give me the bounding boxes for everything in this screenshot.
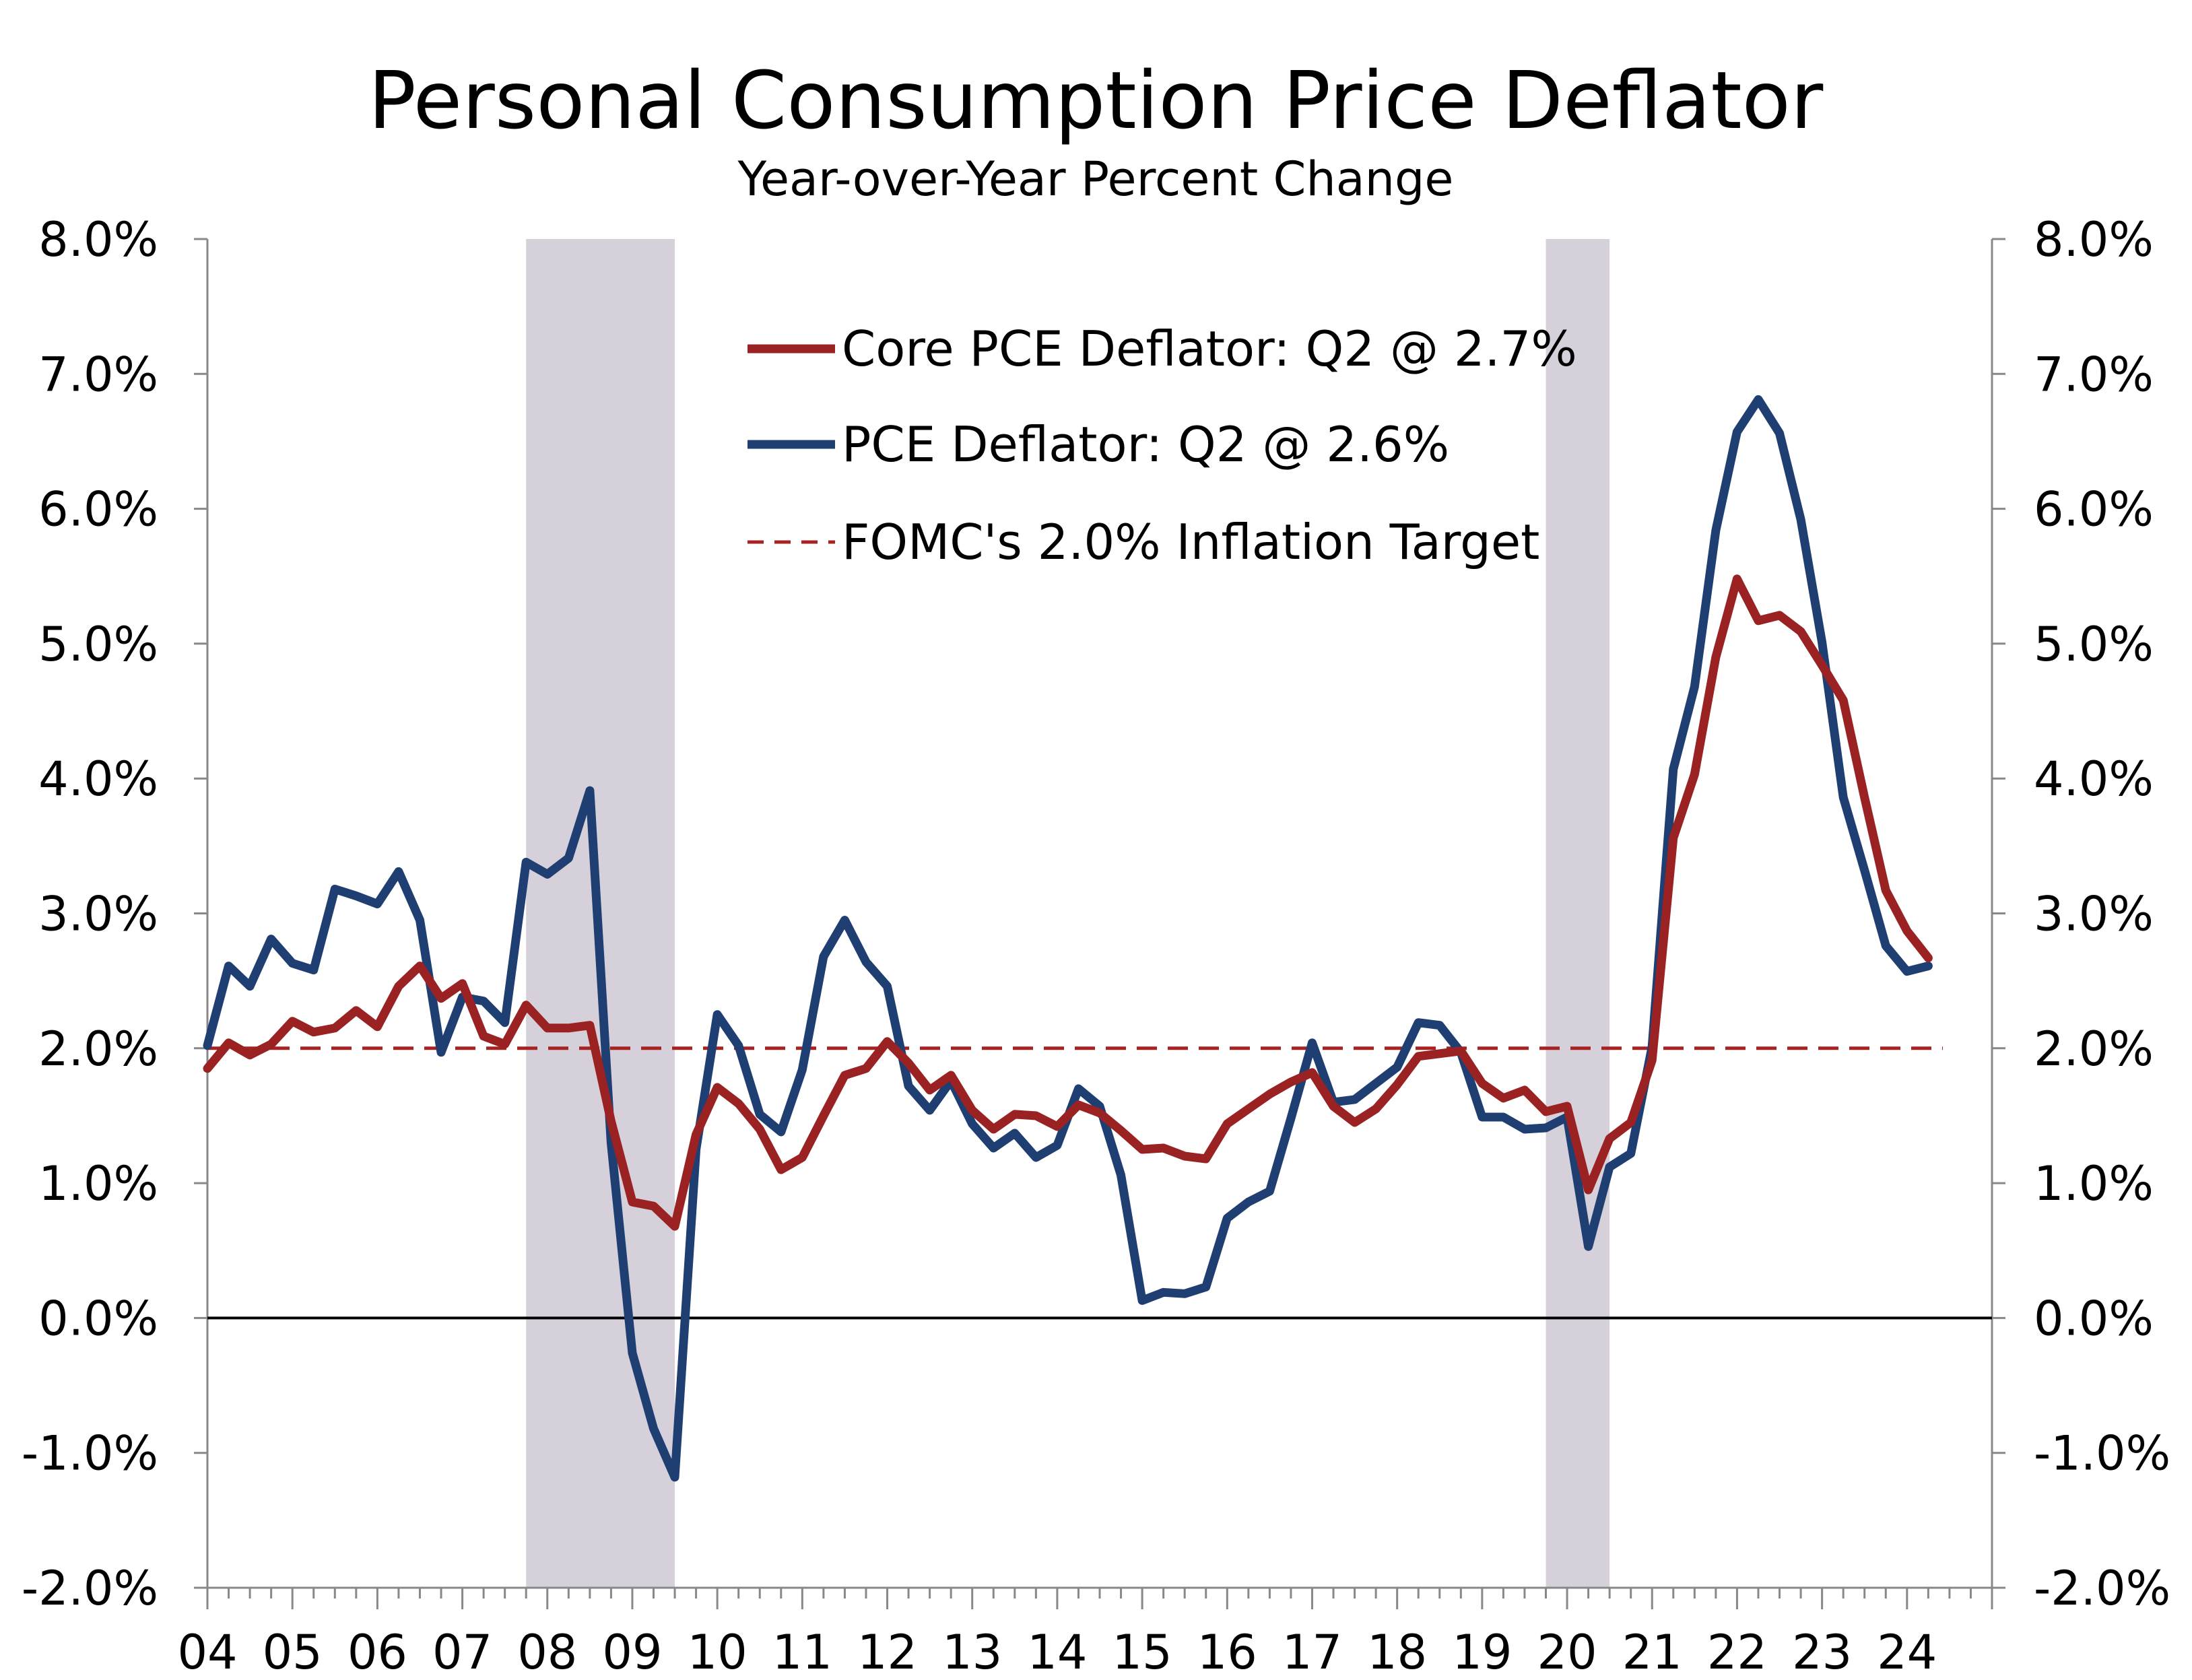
y-tick-label-right: 2.0%	[2034, 1021, 2154, 1077]
series-lines	[203, 395, 1943, 1482]
x-tick-label: 14	[1027, 1625, 1087, 1680]
y-tick-label-left: 6.0%	[38, 482, 158, 537]
x-tick-label: 18	[1367, 1625, 1427, 1680]
y-axis-right: -2.0% -1.0% 0.0% 1.0% 2.0% 3.0% 4.0% 5.0% 6.0% 7.…	[1992, 212, 2170, 1616]
y-tick-label-left: 3.0%	[38, 887, 158, 942]
y-tick-label-right: 6.0%	[2034, 482, 2154, 537]
x-tick-label: 06	[347, 1625, 407, 1680]
x-tick-label: 11	[772, 1625, 832, 1680]
y-tick-label-right: 7.0%	[2034, 347, 2154, 402]
x-tick-label: 15	[1112, 1625, 1172, 1680]
legend-label-pce: PCE Deflator: Q2 @ 2.6%	[842, 416, 1449, 473]
x-tick-label: 13	[942, 1625, 1002, 1680]
x-tick-label: 10	[688, 1625, 748, 1680]
x-tick-label: 21	[1622, 1625, 1682, 1680]
y-tick-label-right: -1.0%	[2034, 1426, 2170, 1481]
x-axis: 04 05 06 07 08 09 10 11 12 13 14 15 16 17 18 19 20 21 22 23…	[177, 1588, 1993, 1680]
y-tick-label-left: 2.0%	[38, 1021, 158, 1077]
legend: Core PCE Deflator: Q2 @ 2.7% PCE Deflato…	[748, 321, 1577, 570]
chart-subtitle: Year-over-Year Percent Change	[737, 152, 1454, 207]
x-tick-label: 07	[432, 1625, 492, 1680]
x-tick-label: 12	[857, 1625, 917, 1680]
x-tick-label: 04	[177, 1625, 237, 1680]
y-tick-label-left: 5.0%	[38, 617, 158, 672]
x-tick-label: 19	[1452, 1625, 1512, 1680]
y-tick-label-right: 0.0%	[2034, 1291, 2154, 1346]
y-tick-label-left: 4.0%	[38, 751, 158, 807]
x-tick-label: 17	[1282, 1625, 1342, 1680]
x-tick-label: 24	[1877, 1625, 1937, 1680]
core-pce-line	[203, 574, 1933, 1231]
recession-band-2	[1546, 239, 1610, 1588]
y-tick-label-left: 1.0%	[38, 1156, 158, 1211]
y-tick-label-left: -2.0%	[22, 1561, 158, 1616]
y-tick-label-right: 5.0%	[2034, 617, 2154, 672]
chart-title: Personal Consumption Price Deflator	[368, 54, 1824, 147]
legend-label-target: FOMC's 2.0% Inflation Target	[842, 514, 1539, 570]
x-tick-label: 22	[1707, 1625, 1767, 1680]
y-tick-label-right: 1.0%	[2034, 1156, 2154, 1211]
y-tick-label-right: 8.0%	[2034, 212, 2154, 267]
recession-shading	[526, 239, 1610, 1588]
y-tick-label-left: 8.0%	[38, 212, 158, 267]
y-tick-label-right: 4.0%	[2034, 751, 2154, 807]
x-tick-label: 20	[1537, 1625, 1597, 1680]
y-axis-left: -2.0% -1.0% 0.0% 1.0% 2.0% 3.0% 4.0% 5.0% 6.0% 7.…	[22, 212, 207, 1616]
legend-label-core-pce: Core PCE Deflator: Q2 @ 2.7%	[842, 321, 1577, 377]
y-tick-label-left: 0.0%	[38, 1291, 158, 1346]
y-tick-label-right: 3.0%	[2034, 887, 2154, 942]
y-tick-label-right: -2.0%	[2034, 1561, 2170, 1616]
x-tick-label: 08	[517, 1625, 577, 1680]
x-tick-label: 05	[263, 1625, 323, 1680]
x-tick-label: 16	[1197, 1625, 1257, 1680]
x-tick-label: 09	[602, 1625, 662, 1680]
y-tick-label-left: 7.0%	[38, 347, 158, 402]
y-tick-label-left: -1.0%	[22, 1426, 158, 1481]
x-tick-label: 23	[1792, 1625, 1852, 1680]
